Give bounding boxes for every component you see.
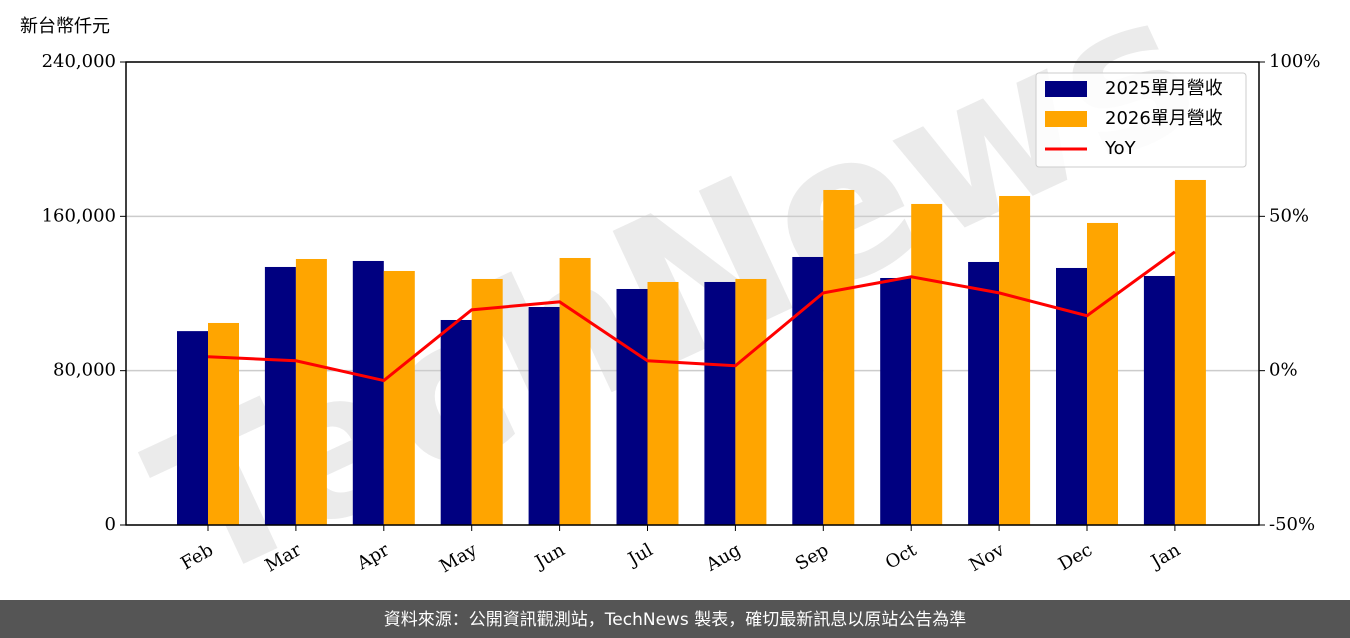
plot-frame <box>125 61 1260 526</box>
x-tick-label: Nov <box>966 539 1009 576</box>
legend-label: YoY <box>1104 138 1137 159</box>
y-tick-label: 160,000 <box>42 205 116 226</box>
bar <box>352 260 384 525</box>
bar <box>735 278 767 525</box>
y2-tick-label: 100% <box>1269 51 1320 72</box>
bar <box>528 306 560 525</box>
x-tick-label: Jul <box>623 539 657 571</box>
bar <box>880 277 912 525</box>
x-tick-label: Jun <box>530 539 569 574</box>
y-tick-label: 0 <box>105 514 116 535</box>
bar <box>968 261 1000 525</box>
x-tick-label: Sep <box>792 539 832 574</box>
bar <box>911 203 943 525</box>
bar <box>647 281 679 525</box>
bar <box>383 270 415 525</box>
y2-tick-label: 50% <box>1269 205 1309 226</box>
y-unit-label: 新台幣仟元 <box>20 16 110 37</box>
y2-tick-label: -50% <box>1269 514 1315 535</box>
bar <box>1087 222 1118 525</box>
footer: 資料來源：公開資訊觀測站，TechNews 製表，確切最新訊息以原站公告為準 <box>384 610 966 630</box>
x-tick-label: Dec <box>1055 539 1096 575</box>
bar <box>264 266 296 525</box>
bar <box>471 278 503 525</box>
y-tick-label: 240,000 <box>42 51 116 72</box>
bar <box>208 322 239 525</box>
x-tick-label: Oct <box>882 539 921 574</box>
bar <box>616 288 648 525</box>
legend-swatch <box>1045 81 1087 97</box>
x-tick-label: May <box>436 539 481 577</box>
bar <box>559 257 591 525</box>
footer-bar <box>0 600 1350 638</box>
bar <box>1143 275 1175 525</box>
y2-tick-label: 0% <box>1269 360 1298 381</box>
x-tick-label: Aug <box>702 539 745 576</box>
bar <box>177 331 208 525</box>
bar <box>792 256 824 525</box>
bar <box>704 281 736 525</box>
bar <box>823 189 855 526</box>
line <box>207 250 1176 383</box>
legend-label: 2025單月營收 <box>1105 78 1223 99</box>
legend-swatch <box>1045 111 1087 127</box>
bar <box>999 195 1031 525</box>
legend-box <box>1035 72 1247 168</box>
bar <box>1056 267 1087 525</box>
x-tick-label: Jan <box>1146 539 1184 573</box>
bar <box>440 319 472 525</box>
y-tick-label: 80,000 <box>53 360 116 381</box>
bar <box>1174 179 1206 525</box>
legend-label: 2026單月營收 <box>1105 108 1223 129</box>
bar <box>295 258 327 525</box>
